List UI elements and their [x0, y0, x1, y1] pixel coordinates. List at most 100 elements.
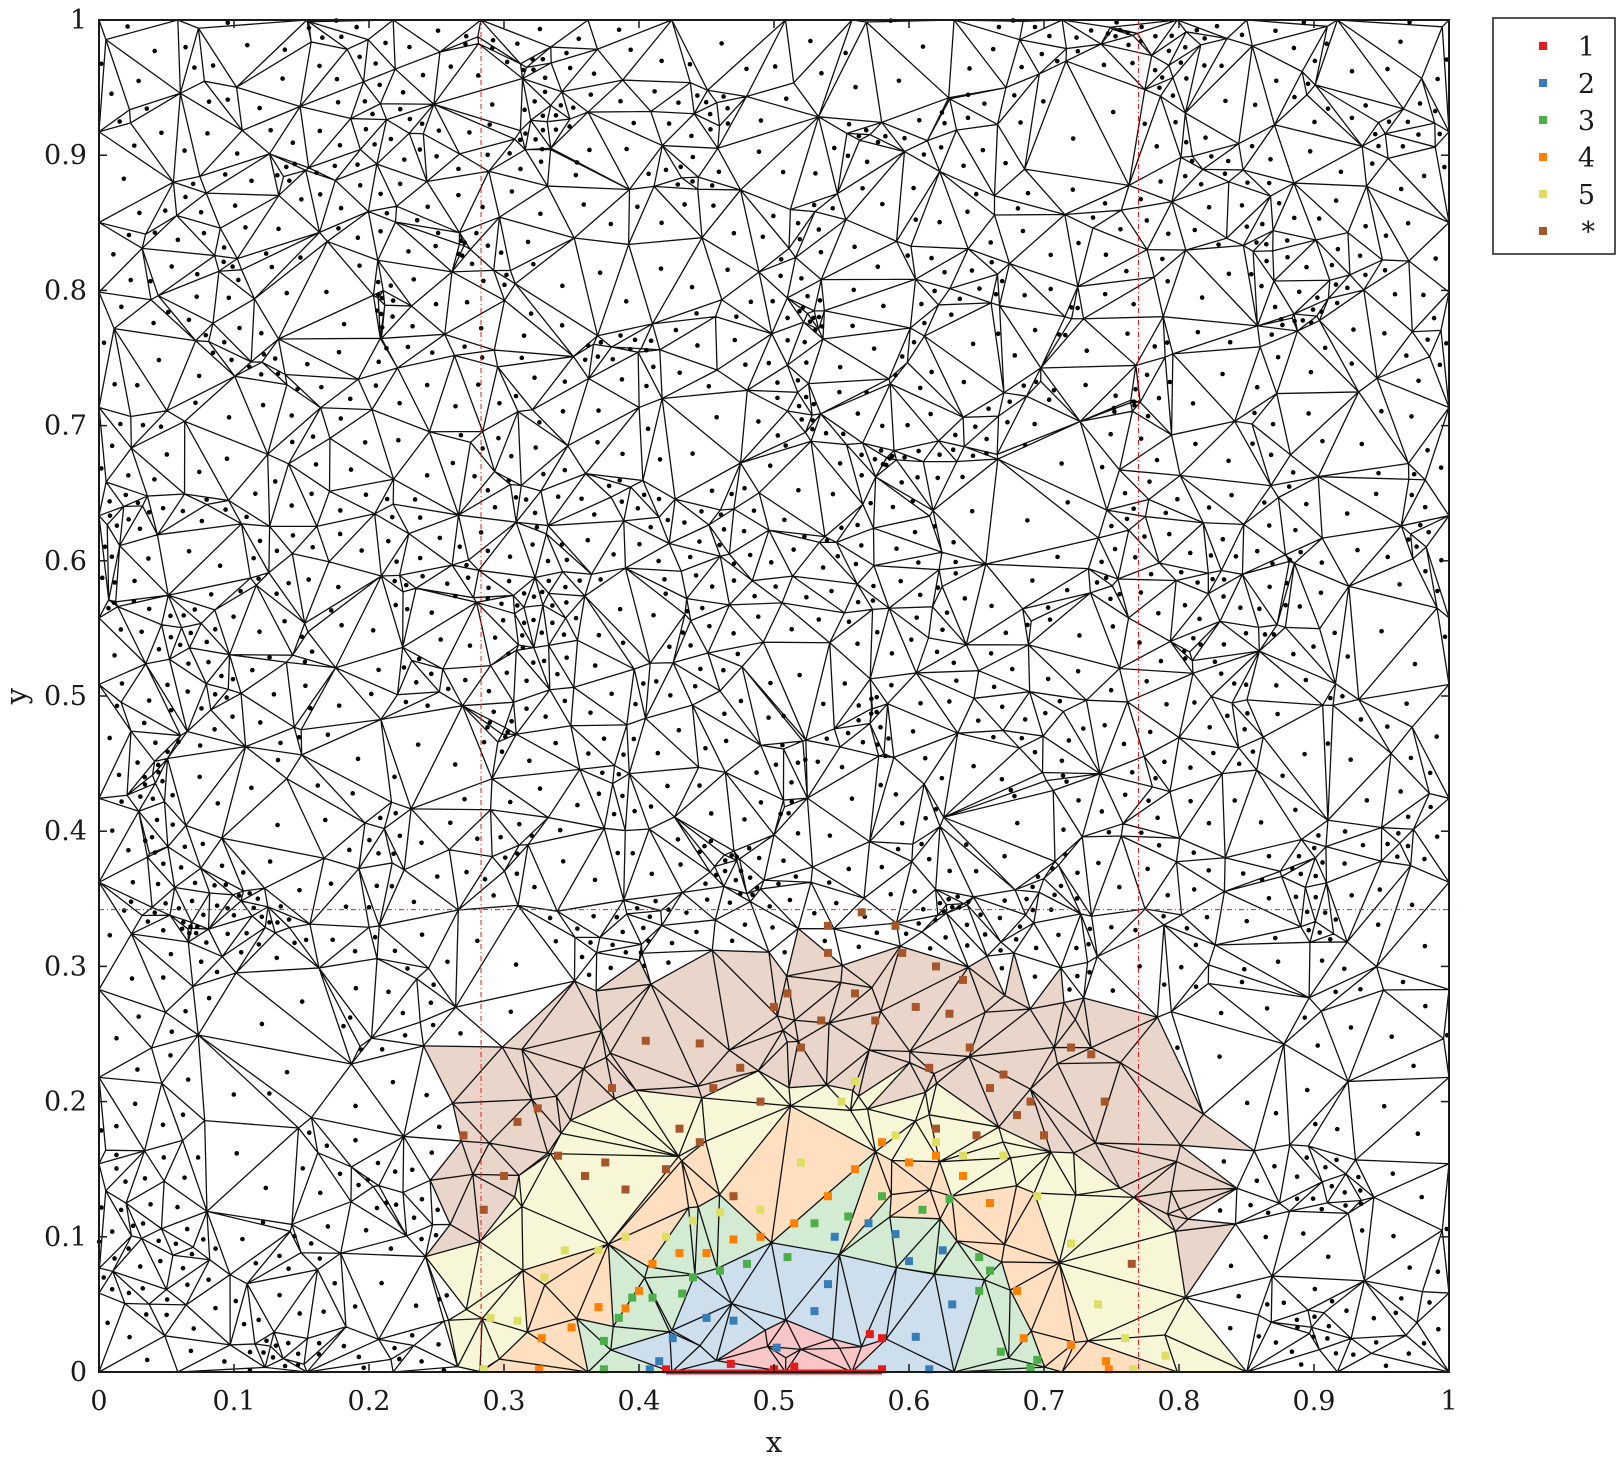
series-point	[689, 1273, 697, 1282]
centroid-dot	[404, 606, 410, 612]
region-cell	[583, 1057, 615, 1099]
centroid-dot	[402, 157, 407, 162]
centroid-dot	[632, 808, 637, 814]
centroid-dot	[118, 1207, 124, 1213]
centroid-dot	[916, 117, 922, 123]
centroid-dot	[1191, 635, 1196, 641]
series-point	[959, 1151, 967, 1160]
centroid-dot	[173, 1241, 179, 1247]
centroid-dot	[641, 492, 647, 498]
centroid-dot	[596, 791, 602, 797]
centroid-dot	[653, 898, 658, 904]
centroid-dot	[591, 913, 596, 919]
centroid-dot	[1162, 759, 1167, 765]
centroid-dot	[1417, 101, 1423, 106]
centroid-dot	[543, 714, 548, 719]
centroid-dot	[942, 120, 947, 126]
centroid-dot	[651, 364, 656, 370]
centroid-dot	[731, 561, 737, 566]
centroid-dot	[261, 1350, 266, 1355]
region-cell	[647, 1207, 695, 1275]
centroid-dot	[489, 45, 495, 51]
mesh-edges	[98, 19, 1450, 1373]
centroid-dot	[1345, 285, 1350, 291]
centroid-dot	[830, 205, 836, 211]
region-cell	[867, 1092, 926, 1122]
centroid-dot	[1275, 959, 1281, 964]
centroid-dot	[1210, 576, 1215, 582]
centroid-dot	[1182, 602, 1188, 608]
centroid-dot	[521, 620, 527, 626]
centroid-dot	[445, 686, 451, 692]
centroid-dot	[558, 103, 564, 108]
centroid-dot	[1435, 1269, 1441, 1274]
centroid-dot	[567, 124, 572, 129]
centroid-dot	[176, 739, 181, 745]
centroid-dot	[419, 840, 424, 846]
centroid-dot	[390, 314, 395, 319]
centroid-dot	[353, 1137, 358, 1143]
centroid-dot	[741, 528, 747, 534]
centroid-dot	[747, 552, 753, 558]
series-point	[678, 1289, 687, 1298]
centroid-dot	[217, 563, 223, 569]
centroid-dot	[264, 1338, 269, 1344]
centroid-dot	[507, 799, 513, 805]
series-point	[702, 1313, 711, 1322]
centroid-dot	[462, 240, 467, 245]
centroid-dot	[1076, 798, 1081, 803]
centroid-dot	[529, 833, 535, 839]
centroid-dot	[1427, 1300, 1432, 1305]
centroid-dot	[1019, 64, 1024, 70]
centroid-dot	[675, 837, 681, 842]
centroid-dot	[1194, 27, 1200, 33]
centroid-dot	[278, 740, 283, 746]
centroid-dot	[508, 1009, 514, 1015]
centroid-dot	[385, 538, 391, 544]
centroid-dot	[1358, 986, 1363, 992]
centroid-dot	[324, 1143, 330, 1148]
centroid-dot	[575, 802, 580, 808]
centroid-dot	[1254, 240, 1259, 245]
centroid-dot	[965, 209, 970, 215]
centroid-dot	[644, 383, 649, 389]
centroid-dot	[1319, 958, 1325, 963]
centroid-dot	[481, 739, 487, 745]
centroid-dot	[417, 515, 423, 520]
centroid-dot	[666, 960, 671, 965]
centroid-dot	[1033, 379, 1039, 385]
centroid-dot	[119, 304, 124, 310]
centroid-dot	[1249, 143, 1255, 149]
series-point	[1129, 1365, 1138, 1374]
centroid-dot	[377, 82, 382, 88]
centroid-dot	[324, 289, 329, 295]
triangular-mesh	[98, 19, 1450, 1373]
legend-box	[1492, 17, 1616, 255]
region-cell	[712, 950, 778, 1051]
centroid-dot	[880, 201, 885, 207]
centroid-dot	[860, 185, 865, 191]
centroid-dot	[733, 877, 739, 883]
centroid-dot	[1060, 773, 1066, 778]
centroid-dot	[1113, 393, 1118, 399]
series-point	[959, 1171, 967, 1180]
series-point	[599, 1365, 608, 1374]
series-point	[716, 1208, 724, 1217]
centroid-dot	[1257, 606, 1262, 612]
series-point	[891, 1230, 900, 1239]
centroid-dot	[943, 935, 948, 940]
centroid-dot	[287, 178, 292, 184]
region-cell	[891, 1160, 940, 1190]
legend-label: 4	[1578, 143, 1595, 174]
centroid-dot	[1112, 409, 1117, 415]
region-cell	[576, 1244, 614, 1327]
centroid-dot	[1342, 829, 1348, 834]
centroid-dot	[1202, 36, 1207, 41]
centroid-dot	[619, 377, 625, 382]
centroid-dot	[576, 36, 582, 42]
centroid-dot	[623, 299, 629, 304]
series-point	[1067, 1043, 1075, 1052]
centroid-dot	[1280, 322, 1285, 328]
centroid-dot	[797, 308, 802, 314]
